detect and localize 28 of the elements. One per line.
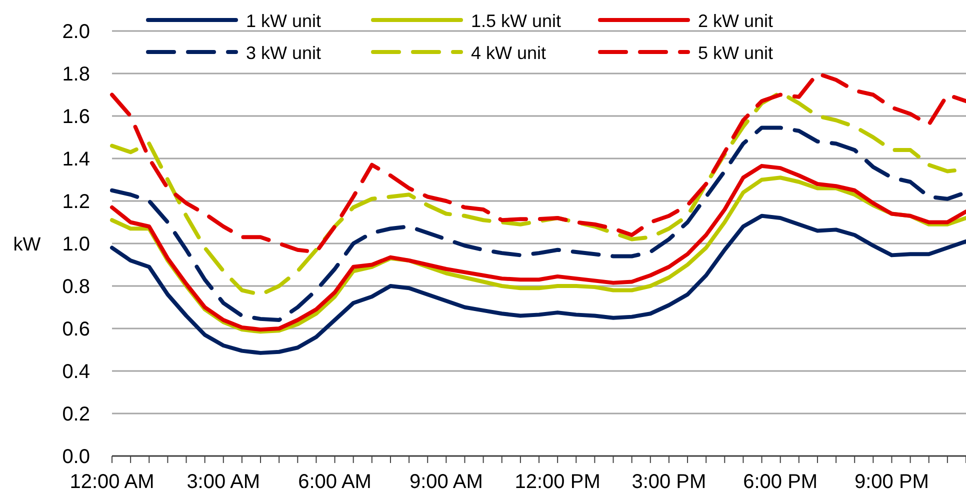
x-tick-label: 9:00 PM <box>854 471 929 493</box>
legend-label: 3 kW unit <box>246 43 322 63</box>
legend-label: 1.5 kW unit <box>471 11 562 31</box>
x-tick-label: 6:00 PM <box>743 471 818 493</box>
legend-label: 5 kW unit <box>698 43 774 63</box>
y-tick-label: 0.4 <box>62 361 90 383</box>
x-tick-label: 12:00 PM <box>514 471 600 493</box>
y-tick-label: 0.0 <box>62 446 90 468</box>
y-tick-label: 0.8 <box>62 276 90 298</box>
legend-label: 4 kW unit <box>471 43 546 63</box>
y-tick-label: 1.2 <box>62 191 90 213</box>
y-tick-label: 2.0 <box>62 21 90 43</box>
y-tick-label: 1.0 <box>62 234 90 256</box>
line-series <box>110 72 966 254</box>
y-tick-label: 1.4 <box>62 148 90 170</box>
y-axis-title: kW <box>13 234 41 256</box>
x-tick-label: 3:00 AM <box>186 471 260 493</box>
line-series <box>110 214 966 355</box>
y-tick-label: 0.6 <box>62 318 90 340</box>
y-tick-label: 1.8 <box>62 64 90 86</box>
x-tick-label: 6:00 AM <box>298 471 372 493</box>
x-tick-label: 12:00 AM <box>70 471 154 493</box>
y-tick-label: 1.6 <box>62 106 90 128</box>
y-tick-label: 0.2 <box>62 404 90 426</box>
legend-label: 2 kW unit <box>698 11 774 31</box>
legend-label: 1 kW unit <box>246 11 322 31</box>
x-tick-label: 9:00 AM <box>409 471 483 493</box>
x-tick-label: 3:00 PM <box>632 471 706 493</box>
